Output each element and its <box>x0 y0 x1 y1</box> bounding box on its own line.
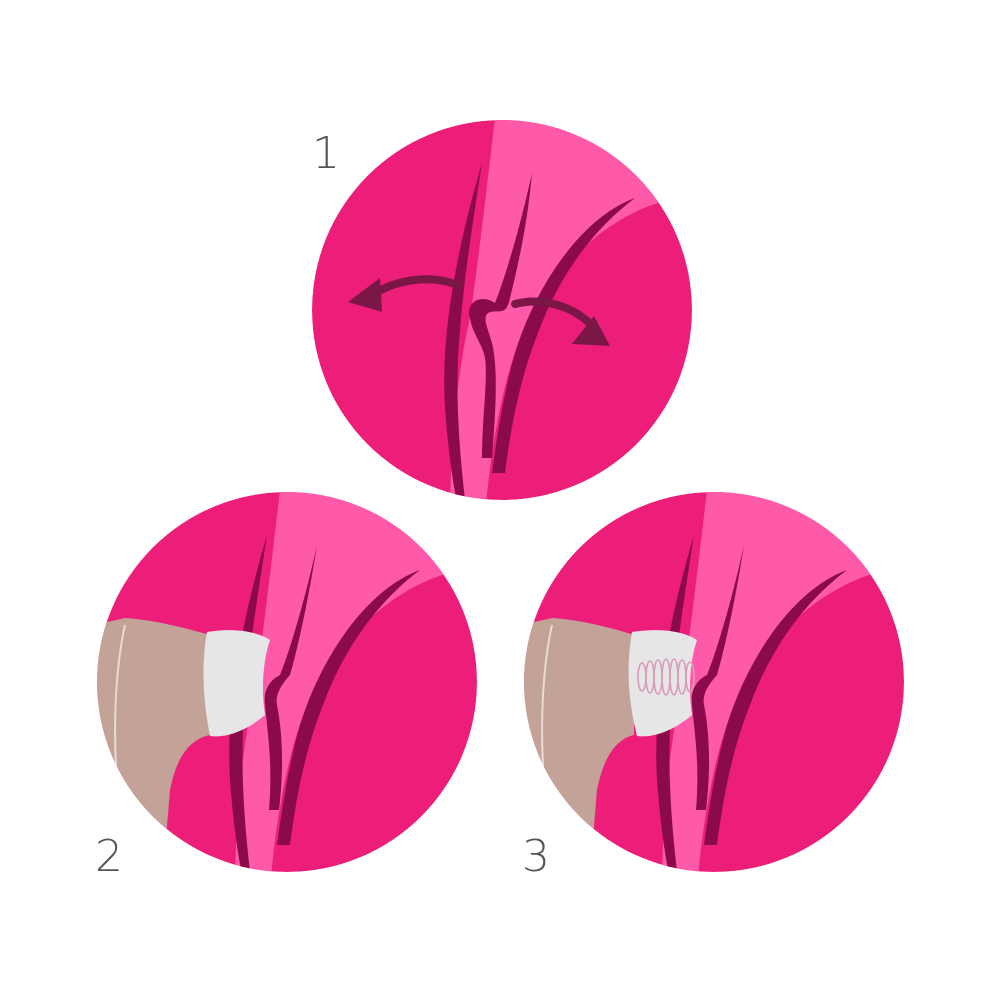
step-number-2: 2 <box>95 831 123 882</box>
pulse-wave-icon <box>637 658 695 696</box>
step-2-illustration <box>97 492 477 872</box>
step-number-3: 3 <box>522 831 550 882</box>
step-number-1: 1 <box>312 128 340 179</box>
step-1-illustration <box>312 120 692 500</box>
step-3-illustration <box>524 492 904 872</box>
